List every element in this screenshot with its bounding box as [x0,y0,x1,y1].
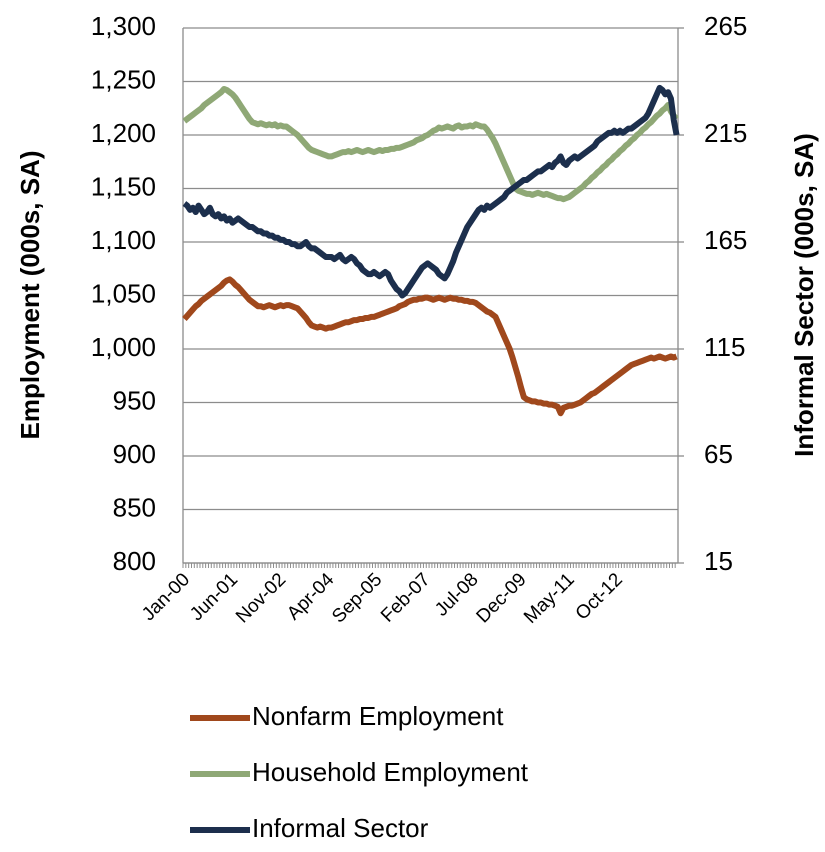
x-tick-label: Jun-01 [186,569,242,625]
y-tick-label: 1,150 [91,171,156,201]
y2-tick-label: 265 [704,11,747,41]
y-tick-label: 1,050 [91,278,156,308]
y-tick-label: 800 [113,546,156,576]
legend-label: Informal Sector [252,813,429,843]
y2-tick-label: 65 [704,439,733,469]
y-tick-label: 950 [113,385,156,415]
x-tick-label: Apr-04 [283,569,338,624]
y-tick-label: 1,200 [91,118,156,148]
y2-tick-label: 115 [704,332,745,362]
legend-label: Household Employment [252,757,529,787]
y-tick-label: 900 [113,439,156,469]
line [182,276,678,417]
y-tick-label: 1,250 [91,64,156,94]
x-tick-label: Feb-07 [377,569,434,626]
x-tick-label: Jan-00 [138,569,194,625]
y2-tick-label: 215 [704,118,747,148]
x-tick-label: Dec-09 [473,569,531,627]
y2-tick-label: 15 [704,546,733,576]
x-tick-label: Nov-02 [232,569,290,627]
y-tick-label: 1,300 [91,11,156,41]
line [182,85,679,203]
x-tick-label: Sep-05 [328,569,386,627]
y-tick-label: 1,100 [91,225,156,255]
x-tick-label: Oct-12 [572,569,627,624]
legend-label: Nonfarm Employment [252,701,504,731]
y-axis-title: Employment (000s, SA) [15,151,45,440]
y-tick-label: 1,000 [91,332,156,362]
x-tick-label: May-11 [520,569,579,628]
y-tick-label: 850 [113,492,156,522]
line [182,84,680,299]
y2-tick-label: 165 [704,225,747,255]
y2-axis-title: Informal Sector (000s, SA) [789,133,819,457]
